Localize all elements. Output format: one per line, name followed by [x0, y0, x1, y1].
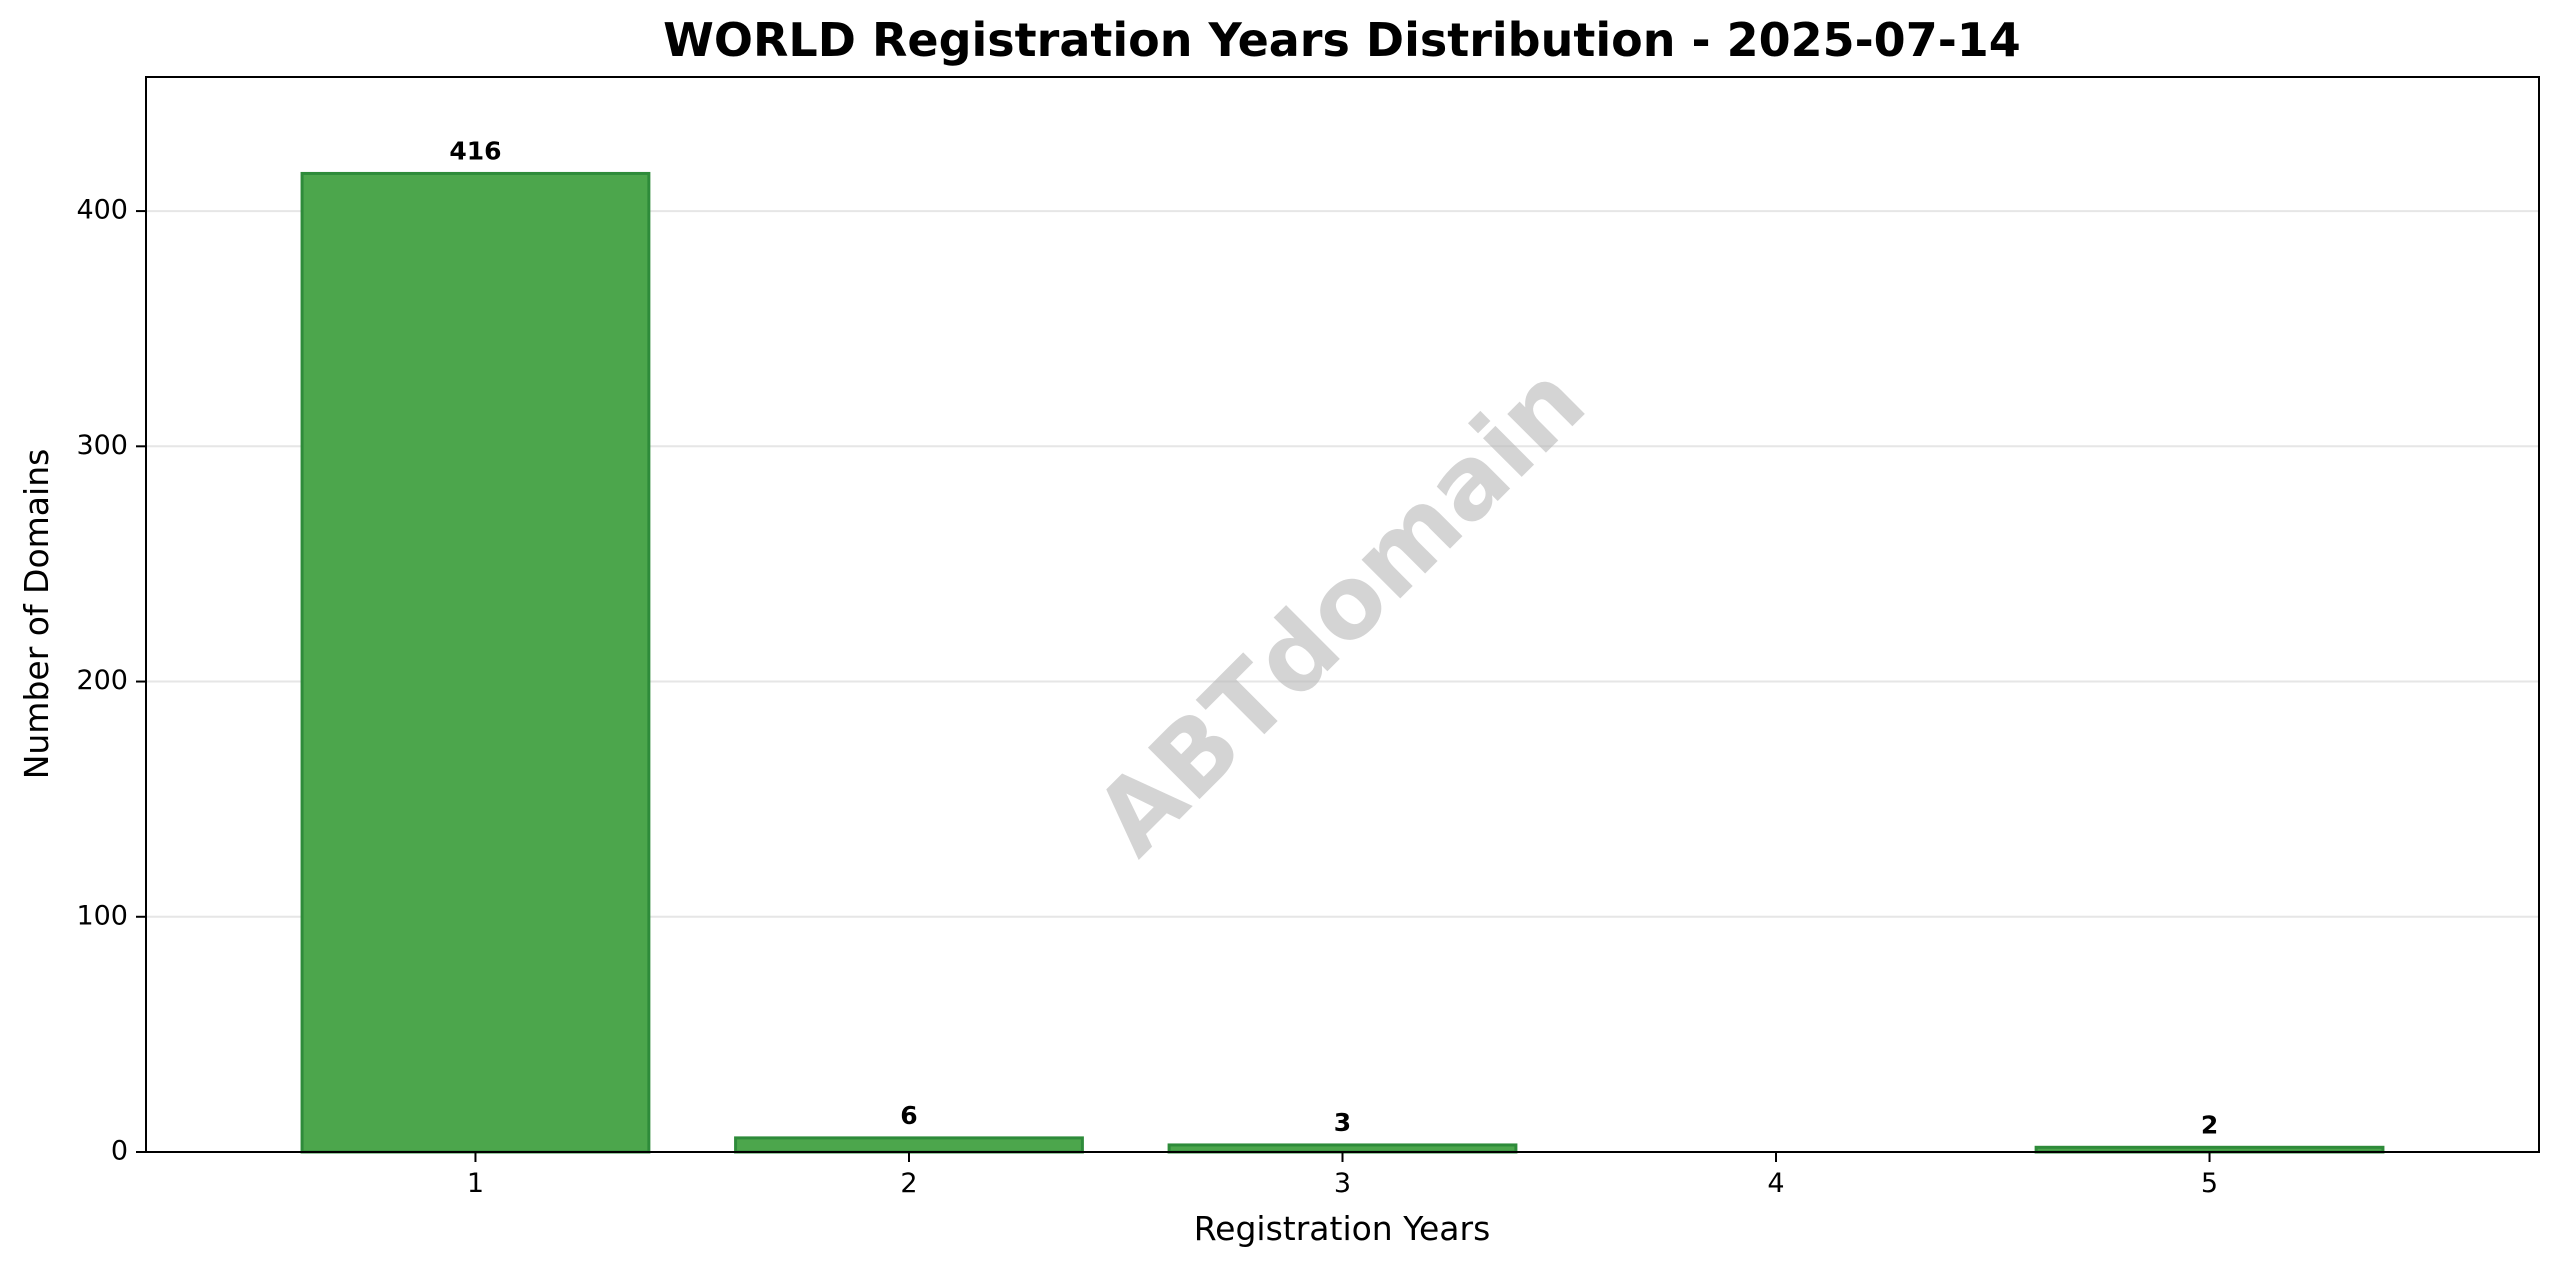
bar-3 — [1167, 1143, 1518, 1154]
y-tick-label-400: 400 — [76, 195, 128, 226]
data-label-5: 2 — [2201, 1110, 2218, 1139]
y-axis-ticks: 0 100 200 300 400 — [76, 195, 146, 1167]
x-tick-label-2: 2 — [900, 1168, 917, 1199]
data-label-2: 6 — [900, 1101, 917, 1130]
bar-1 — [300, 171, 651, 1154]
y-tick-label-200: 200 — [76, 665, 128, 696]
data-label-3: 3 — [1334, 1108, 1351, 1137]
bar-2 — [734, 1136, 1084, 1154]
y-tick-label-300: 300 — [76, 430, 128, 461]
y-tick-label-0: 0 — [111, 1136, 128, 1167]
x-axis-label: Registration Years — [1194, 1209, 1491, 1248]
data-label-1: 416 — [449, 136, 501, 165]
x-tick-label-5: 5 — [2201, 1168, 2218, 1199]
x-tick-label-3: 3 — [1334, 1168, 1351, 1199]
x-tick-label-1: 1 — [467, 1168, 484, 1199]
y-tick-label-100: 100 — [76, 900, 128, 931]
chart-title: WORLD Registration Years Distribution - … — [663, 13, 2021, 67]
x-tick-label-4: 4 — [1767, 1168, 1784, 1199]
bar-value-labels: 416 6 3 2 — [449, 136, 2218, 1139]
x-axis-ticks: 1 2 3 4 5 — [467, 1152, 2218, 1199]
y-axis-label: Number of Domains — [17, 449, 56, 780]
